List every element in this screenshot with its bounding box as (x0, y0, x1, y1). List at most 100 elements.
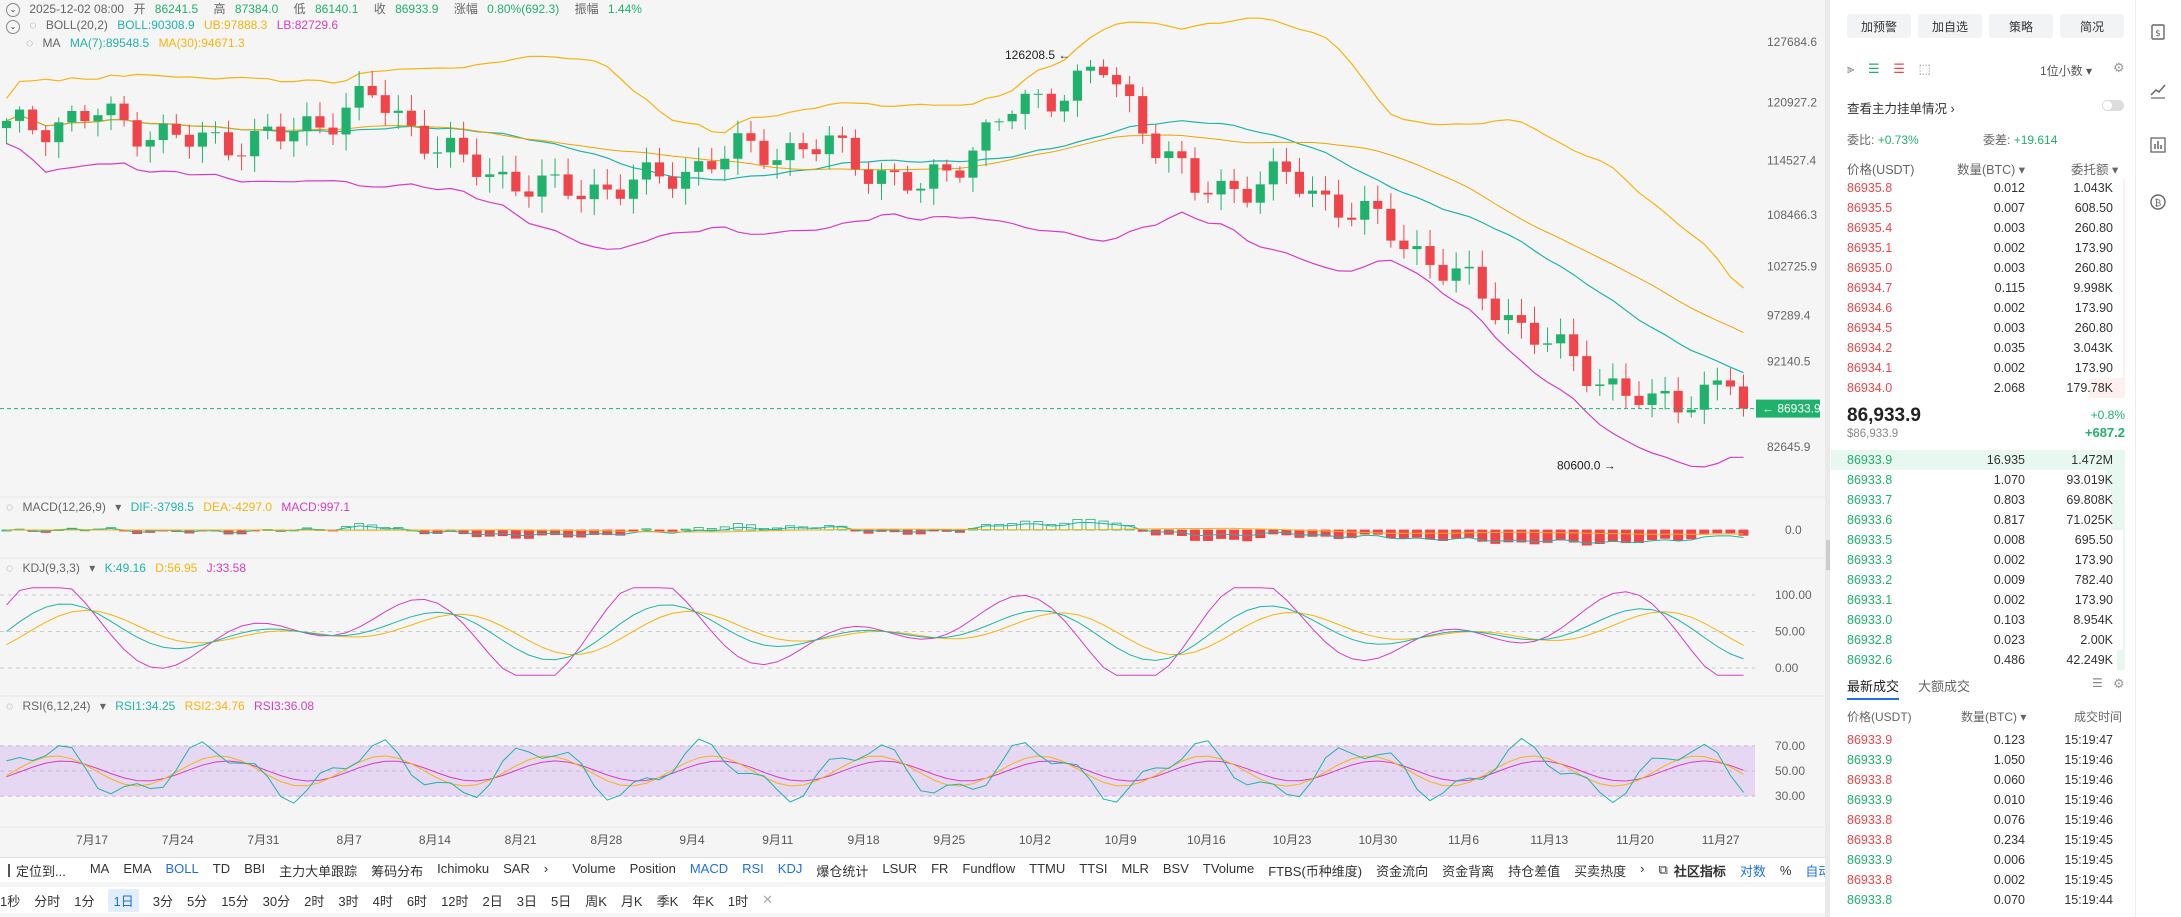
indicator-12[interactable]: RSI (742, 860, 764, 876)
eye-icon[interactable]: ◌ (26, 36, 34, 50)
bid-row[interactable]: 86932.6 0.486 42.249K (1830, 650, 2125, 670)
bids-view-icon[interactable]: ☰ (1867, 61, 1880, 76)
timeframe-18[interactable]: 季K (656, 893, 679, 909)
indicator-22[interactable]: TVolume (1202, 860, 1255, 876)
bid-row[interactable]: 86932.8 0.023 2.00K (1830, 630, 2125, 650)
indicator-17[interactable]: Fundflow (962, 860, 1016, 876)
indicator-5[interactable]: 主力大单跟踪 (279, 863, 358, 879)
timeframe-15[interactable]: 5日 (551, 893, 572, 909)
indicator-13[interactable]: KDJ (777, 860, 803, 876)
bar-chart-icon[interactable] (2148, 135, 2168, 155)
add-alert-button[interactable]: 加预警 (1847, 14, 1911, 38)
indicator-16[interactable]: FR (931, 860, 949, 876)
indicator-23[interactable]: FTBS(币种维度) (1268, 863, 1363, 879)
timeframe-7[interactable]: 30分 (262, 893, 291, 909)
timeframe-2[interactable]: 1分 (74, 893, 95, 909)
indicator-21[interactable]: BSV (1162, 860, 1189, 876)
eye-icon[interactable]: ◌ (29, 18, 37, 32)
filter-icon[interactable]: ☰ (2092, 676, 2103, 690)
ask-row[interactable]: 86934.0 2.068 179.78K (1830, 378, 2125, 398)
indicator-14[interactable]: 爆仓统计 (816, 863, 869, 879)
eye-icon[interactable]: ◌ (6, 500, 14, 514)
ask-row[interactable]: 86935.0 0.003 260.80 (1830, 258, 2125, 278)
indicator-26[interactable]: 持仓差值 (1508, 863, 1561, 879)
locate-icon[interactable] (8, 863, 10, 877)
ask-row[interactable]: 86934.2 0.035 3.043K (1830, 338, 2125, 358)
dropdown-icon[interactable]: ▾ (99, 699, 106, 713)
timeframe-19[interactable]: 年K (692, 893, 714, 909)
ask-row[interactable]: 86935.5 0.007 608.50 (1830, 198, 2125, 218)
indicator-19[interactable]: TTSI (1079, 860, 1108, 876)
timeframe-8[interactable]: 2时 (304, 893, 325, 909)
indicator-10[interactable]: Position (629, 860, 676, 876)
bid-row[interactable]: 86933.2 0.009 782.40 (1830, 570, 2125, 590)
indicator-24[interactable]: 资金流向 (1376, 863, 1429, 879)
asks-view-icon[interactable]: ☰ (1893, 61, 1905, 76)
timeframe-12[interactable]: 12时 (441, 893, 469, 909)
indicator-25[interactable]: 资金背离 (1442, 863, 1495, 879)
indicator-0[interactable]: MA (89, 860, 110, 876)
timeframe-6[interactable]: 15分 (221, 893, 249, 909)
timeframe-10[interactable]: 4时 (372, 893, 393, 909)
timeframe-9[interactable]: 3时 (338, 893, 359, 909)
eye-icon[interactable]: ◌ (6, 699, 14, 713)
tab-large-trades[interactable]: 大额成交 (1918, 679, 1971, 694)
indicator-7[interactable]: Ichimoku (437, 860, 490, 876)
ask-row[interactable]: 86935.1 0.002 173.90 (1830, 238, 2125, 258)
collapse-panel-handle[interactable] (1826, 540, 1830, 570)
bid-row[interactable]: 86933.0 0.103 8.954K (1830, 610, 2125, 630)
add-watchlist-button[interactable]: 加自选 (1918, 14, 1982, 38)
community-icon[interactable]: ⧉ (1658, 862, 1668, 877)
timeframe-1[interactable]: 分时 (34, 893, 61, 909)
depth-link[interactable]: 查看主力挂单情况 › (1847, 102, 1955, 116)
ask-row[interactable]: 86934.6 0.002 173.90 (1830, 298, 2125, 318)
close-icon[interactable]: ✕ (762, 892, 774, 907)
timeframe-4[interactable]: 3分 (152, 893, 173, 909)
strategy-button[interactable]: 策略 (1989, 14, 2053, 38)
ask-row[interactable]: 86934.7 0.115 9.998K (1830, 278, 2125, 298)
log-scale-button[interactable]: 对数 (1739, 863, 1766, 879)
ask-row[interactable]: 86935.4 0.003 260.80 (1830, 218, 2125, 238)
bid-row[interactable]: 86933.3 0.002 173.90 (1830, 550, 2125, 570)
bid-row[interactable]: 86933.8 1.070 93.019K (1830, 470, 2125, 490)
collapse-icon[interactable]: ⌄ (6, 2, 20, 17)
indicator-2[interactable]: BOLL (165, 860, 199, 876)
percent-scale-button[interactable]: % (1779, 862, 1792, 878)
more-arrow-icon[interactable]: › (1640, 860, 1645, 876)
locate-button[interactable]: 定位到... (16, 863, 66, 879)
timeframe-17[interactable]: 月K (620, 893, 643, 909)
settings-icon[interactable]: ⚙ (2113, 60, 2125, 75)
bid-row[interactable]: 86933.7 0.803 69.808K (1830, 490, 2125, 510)
timeframe-3[interactable]: 1日 (108, 888, 139, 912)
indicator-27[interactable]: 买卖热度 (1574, 863, 1627, 879)
header-amount[interactable]: 委托额 ▾ (2071, 163, 2119, 177)
timeframe-13[interactable]: 2日 (482, 893, 503, 909)
panel-divider[interactable] (1825, 0, 1830, 917)
bid-row[interactable]: 86933.5 0.008 695.50 (1830, 530, 2125, 550)
kline-chart[interactable]: 127684.6 120927.2 114527.4 108466.3 102725.9… (0, 0, 1825, 857)
auto-scale-button[interactable]: 自动 (1805, 863, 1832, 879)
indicator-20[interactable]: MLR (1121, 860, 1149, 876)
bid-row[interactable]: 86933.1 0.002 173.90 (1830, 590, 2125, 610)
indicator-6[interactable]: 筹码分布 (371, 863, 424, 879)
ask-row[interactable]: 86934.5 0.003 260.80 (1830, 318, 2125, 338)
chart-area[interactable]: 127684.6 120927.2 114527.4 108466.3 102725.9… (0, 0, 1831, 917)
coin-icon[interactable]: ₿ (2148, 192, 2168, 212)
indicator-8[interactable]: SAR (503, 860, 530, 876)
depth-toggle[interactable] (2102, 100, 2124, 111)
timeframe-11[interactable]: 6时 (406, 893, 428, 909)
dropdown-icon[interactable]: ▾ (89, 561, 96, 575)
timeframe-14[interactable]: 3日 (516, 893, 537, 909)
depth-view-icon[interactable]: ⬚ (1918, 61, 1931, 76)
summary-button[interactable]: 简况 (2060, 14, 2124, 38)
tab-latest-trades[interactable]: 最新成交 (1847, 676, 1900, 700)
community-indicators[interactable]: 社区指标 (1673, 863, 1726, 879)
more-arrow-icon[interactable]: › (543, 860, 549, 876)
trend-icon[interactable] (2148, 80, 2168, 100)
bid-row[interactable]: 86933.9 16.935 1.472M (1830, 450, 2125, 470)
settings-icon[interactable]: ⚙ (2113, 676, 2125, 691)
collapse-icon[interactable]: ⌄ (6, 20, 20, 34)
indicator-4[interactable]: BBI (244, 860, 266, 876)
both-view-icon[interactable]: ⫸ (1847, 61, 1855, 76)
header-qty[interactable]: 数量(BTC) ▾ (1957, 163, 2026, 177)
